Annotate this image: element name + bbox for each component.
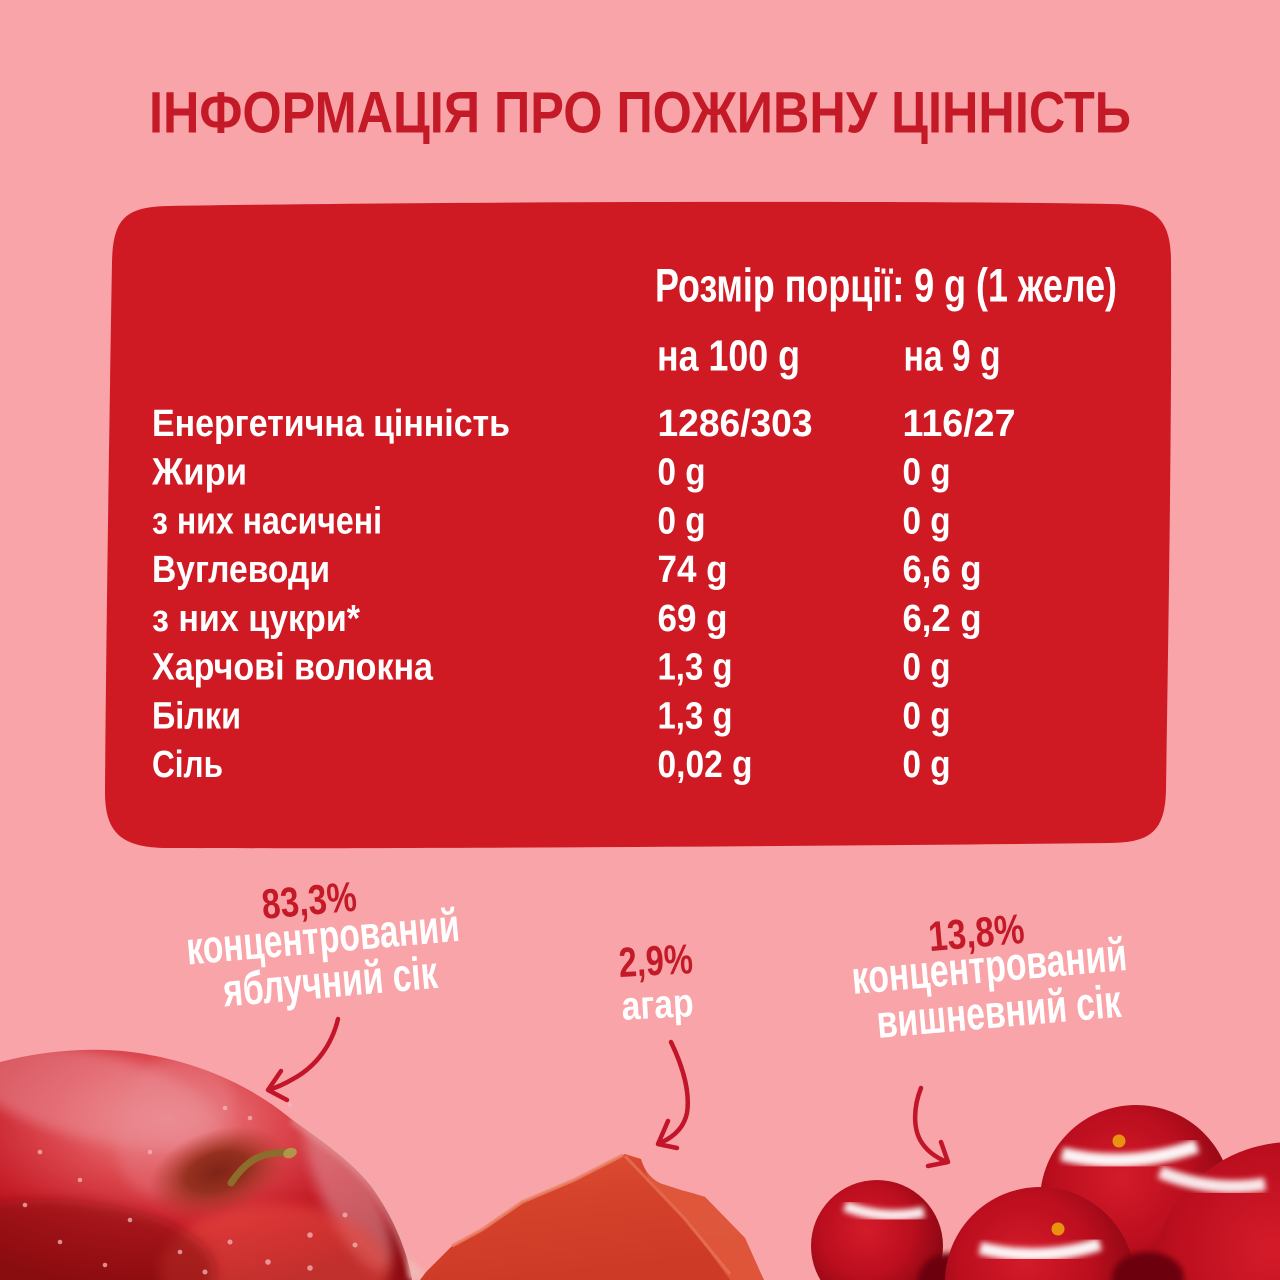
svg-text:1,3 g: 1,3 g xyxy=(658,647,733,689)
svg-text:Білки: Білки xyxy=(152,695,241,737)
svg-text:13,8%: 13,8% xyxy=(926,905,1026,960)
svg-text:1,3 g: 1,3 g xyxy=(658,695,733,737)
svg-text:0 g: 0 g xyxy=(658,452,706,494)
svg-text:Сіль: Сіль xyxy=(152,744,223,786)
svg-text:Жири: Жири xyxy=(151,452,247,494)
svg-text:0 g: 0 g xyxy=(903,695,951,737)
svg-text:0 g: 0 g xyxy=(903,452,951,494)
svg-text:0 g: 0 g xyxy=(903,647,951,689)
svg-text:6,6 g: 6,6 g xyxy=(903,549,982,591)
svg-text:2,9%: 2,9% xyxy=(618,935,694,986)
svg-text:0 g: 0 g xyxy=(903,744,951,786)
svg-text:Розмір порції: 9 g (1 желе): Розмір порції: 9 g (1 желе) xyxy=(655,259,1117,312)
svg-text:74 g: 74 g xyxy=(658,549,728,591)
svg-text:0,02 g: 0,02 g xyxy=(658,744,753,786)
svg-text:69 g: 69 g xyxy=(658,598,728,640)
svg-text:на 9 g: на 9 g xyxy=(904,332,1001,381)
svg-text:на 100 g: на 100 g xyxy=(657,332,800,381)
svg-text:116/27: 116/27 xyxy=(903,403,1016,445)
svg-text:Енергетична цінність: Енергетична цінність xyxy=(152,403,510,445)
svg-text:з них цукри*: з них цукри* xyxy=(152,598,360,640)
svg-text:83,3%: 83,3% xyxy=(260,873,359,928)
svg-text:0 g: 0 g xyxy=(903,500,951,542)
svg-text:з них насичені: з них насичені xyxy=(152,500,382,542)
svg-text:6,2 g: 6,2 g xyxy=(903,598,982,640)
svg-text:агар: агар xyxy=(620,981,694,1029)
svg-text:Харчові волокна: Харчові волокна xyxy=(152,647,434,689)
svg-text:Вуглеводи: Вуглеводи xyxy=(152,549,330,591)
svg-text:ІНФОРМАЦІЯ ПРО ПОЖИВНУ ЦІННІСТ: ІНФОРМАЦІЯ ПРО ПОЖИВНУ ЦІННІСТЬ xyxy=(149,80,1131,145)
svg-text:0 g: 0 g xyxy=(658,500,706,542)
svg-text:1286/303: 1286/303 xyxy=(658,403,813,445)
